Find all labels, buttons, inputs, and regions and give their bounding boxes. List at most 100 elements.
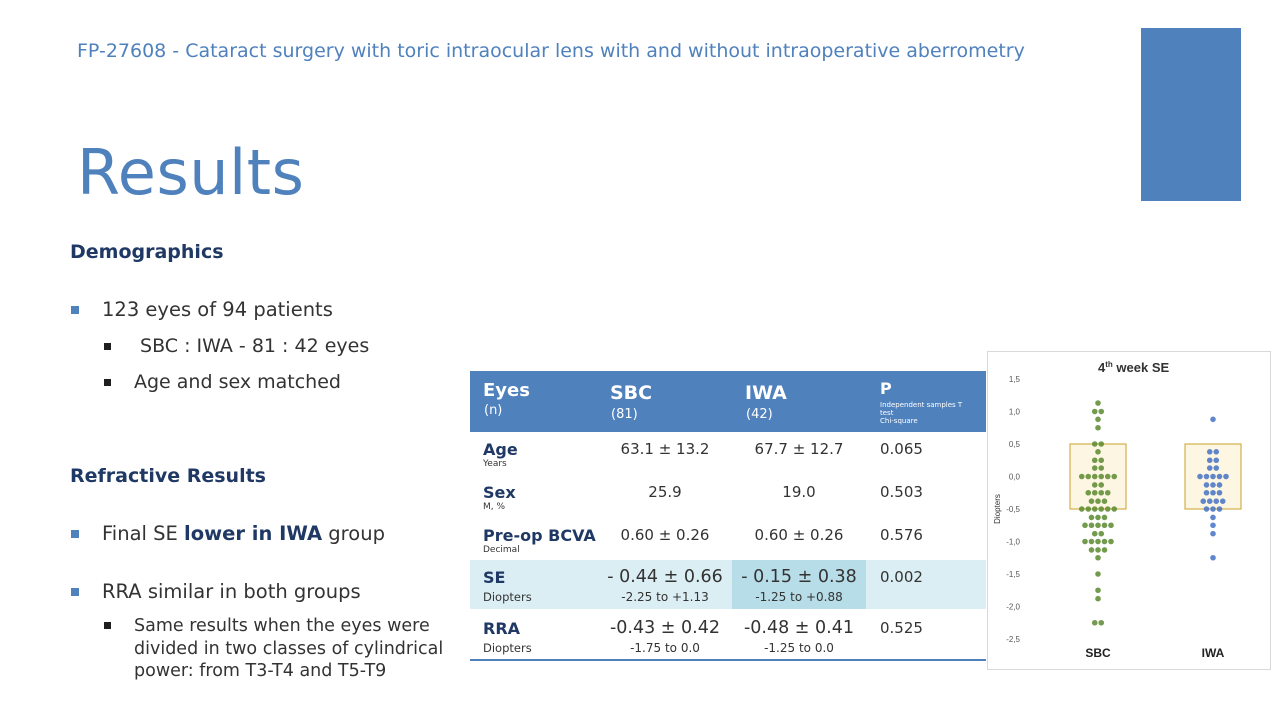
- data-point-sbc: [1101, 522, 1108, 529]
- refractive-heading: Refractive Results: [70, 465, 266, 487]
- data-point-iwa: [1206, 449, 1213, 455]
- data-point-iwa: [1203, 473, 1210, 480]
- data-point-sbc: [1085, 489, 1092, 496]
- cell-rra-iwa-range: -1.25 to 0.0: [764, 641, 834, 655]
- data-point-iwa: [1213, 498, 1220, 504]
- data-point-sbc: [1085, 473, 1092, 480]
- data-point-sbc: [1091, 530, 1098, 537]
- data-point-sbc: [1095, 587, 1101, 594]
- row-unit-age: Years: [483, 459, 507, 469]
- data-point-iwa: [1213, 449, 1220, 455]
- chart-title: 4th week SE: [1098, 360, 1169, 375]
- header-n: (n): [484, 403, 503, 418]
- bullet-eyes: 123 eyes of 94 patients: [71, 298, 333, 321]
- data-point-iwa: [1223, 473, 1229, 480]
- row-label-se: SE: [483, 568, 506, 587]
- data-point-iwa: [1219, 498, 1226, 504]
- emphasis-text: lower in IWA: [184, 522, 323, 545]
- data-point-iwa: [1206, 465, 1213, 471]
- data-point-sbc: [1091, 473, 1098, 480]
- header-iwa: IWA: [745, 382, 787, 404]
- data-point-sbc: [1078, 473, 1085, 480]
- data-point-sbc: [1098, 473, 1105, 480]
- bullet-groups: SBC : IWA - 81 : 42 eyes: [104, 335, 369, 357]
- data-point-sbc: [1091, 482, 1098, 488]
- row-label-rra: RRA: [483, 619, 521, 638]
- data-point-sbc: [1108, 538, 1114, 545]
- data-point-sbc: [1098, 408, 1105, 415]
- row-unit-bcva: Decimal: [483, 545, 520, 555]
- data-point-iwa: [1213, 457, 1220, 464]
- data-point-iwa: [1210, 473, 1216, 480]
- y-tick-label: 1,5: [1009, 375, 1021, 384]
- header-text: FP-27608 - Cataract surgery with toric i…: [77, 40, 1025, 62]
- row-label-sex: Sex: [483, 483, 516, 502]
- y-tick-label: -1,0: [1006, 538, 1020, 547]
- bullet-matched: Age and sex matched: [104, 371, 341, 393]
- data-point-sbc: [1082, 538, 1088, 545]
- y-tick-label: 1,0: [1009, 408, 1021, 417]
- cell-se-sbc-range: -2.25 to +1.13: [621, 590, 709, 604]
- bullet-marker: [71, 588, 79, 596]
- data-point-iwa: [1210, 416, 1216, 423]
- y-tick-label: -1,5: [1006, 570, 1020, 579]
- bullet-marker: [71, 530, 79, 538]
- header-p: P: [880, 379, 892, 398]
- data-point-sbc: [1091, 408, 1098, 415]
- y-axis-label: Diopters: [993, 494, 1002, 524]
- y-tick-label: -2,5: [1006, 635, 1020, 644]
- data-point-sbc: [1095, 449, 1101, 455]
- cell-se-iwa: - 0.15 ± 0.38: [741, 567, 857, 587]
- data-point-sbc: [1085, 506, 1092, 512]
- header-eyes: Eyes: [483, 380, 530, 401]
- x-category-label: IWA: [1202, 646, 1225, 660]
- row-label-bcva: Pre-op BCVA: [483, 526, 596, 545]
- data-point-sbc: [1095, 538, 1101, 545]
- data-point-iwa: [1210, 506, 1216, 512]
- data-point-sbc: [1098, 465, 1105, 471]
- data-point-sbc: [1088, 538, 1095, 545]
- data-point-sbc: [1095, 571, 1101, 577]
- cell-sex-iwa: 19.0: [782, 483, 816, 501]
- data-point-sbc: [1095, 554, 1101, 561]
- y-tick-label: -2,0: [1006, 603, 1020, 612]
- bullet-marker: [71, 306, 79, 314]
- data-point-sbc: [1108, 522, 1114, 529]
- data-point-iwa: [1203, 489, 1210, 496]
- data-point-sbc: [1101, 547, 1108, 553]
- data-point-sbc: [1091, 465, 1098, 471]
- bullet-marker: [104, 343, 111, 350]
- data-point-sbc: [1098, 530, 1105, 537]
- data-point-sbc: [1095, 416, 1101, 423]
- cell-se-iwa-range: -1.25 to +0.88: [755, 590, 843, 604]
- data-point-iwa: [1210, 522, 1216, 529]
- bullet-marker: [104, 622, 111, 629]
- data-point-sbc: [1095, 547, 1101, 553]
- data-point-sbc: [1091, 441, 1098, 447]
- data-point-sbc: [1095, 595, 1101, 602]
- cell-rra-iwa: -0.48 ± 0.41: [743, 618, 855, 638]
- header-sbc-n: (81): [611, 407, 638, 422]
- y-tick-label: 0,0: [1009, 473, 1021, 482]
- data-point-sbc: [1104, 473, 1111, 480]
- se-row-band: [470, 560, 986, 609]
- x-category-label: SBC: [1085, 646, 1111, 660]
- header-sbc: SBC: [610, 382, 653, 404]
- cell-age-sbc: 63.1 ± 13.2: [620, 440, 710, 458]
- y-tick-label: 0,5: [1009, 440, 1021, 449]
- data-point-sbc: [1098, 457, 1105, 464]
- data-point-iwa: [1210, 554, 1216, 561]
- data-point-sbc: [1098, 482, 1105, 488]
- bullet-cylindrical: Same results when the eyes were divided …: [104, 615, 464, 683]
- page-title: Results: [77, 136, 305, 209]
- data-point-sbc: [1104, 489, 1111, 496]
- data-point-iwa: [1210, 530, 1216, 537]
- row-unit-se: Diopters: [483, 590, 532, 604]
- data-point-iwa: [1203, 482, 1210, 488]
- data-point-sbc: [1098, 619, 1105, 626]
- data-point-iwa: [1213, 465, 1220, 471]
- cell-sex-sbc: 25.9: [648, 483, 682, 501]
- table-bottom-rule: [470, 659, 986, 661]
- data-point-sbc: [1088, 498, 1095, 504]
- data-point-iwa: [1216, 473, 1223, 480]
